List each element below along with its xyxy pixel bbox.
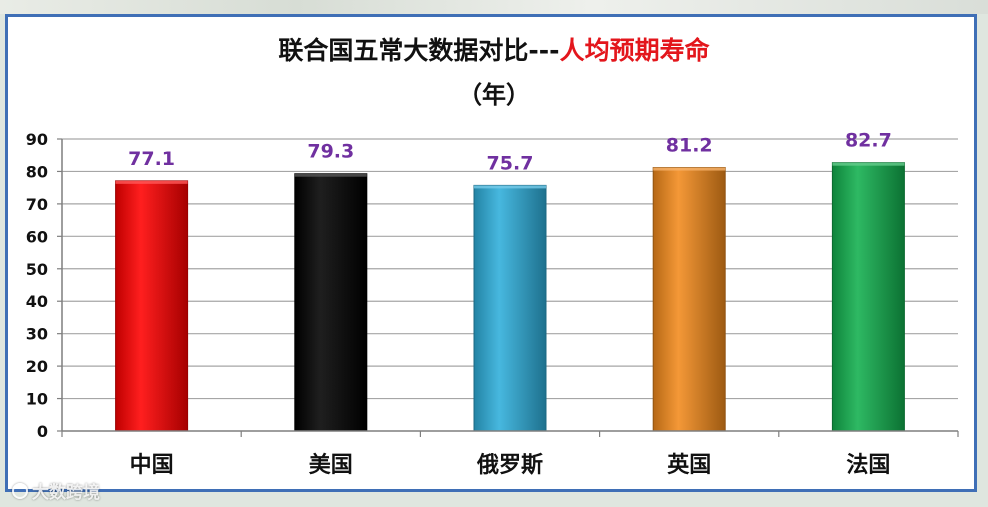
bar-0	[115, 180, 189, 432]
watermark-text: 大数跨境	[32, 483, 100, 503]
chart-title: 联合国五常大数据对比---人均预期寿命	[278, 36, 710, 65]
bar-2	[473, 184, 547, 432]
y-axis-ticks: 0 10 20 30 40 50 60 70 80 90	[26, 130, 48, 441]
data-label-2: 75.7	[487, 152, 534, 174]
data-label-3: 81.2	[666, 135, 713, 157]
y-tick-label: 20	[26, 357, 48, 376]
bar-top-highlight	[294, 173, 367, 177]
x-tick-label-2: 俄罗斯	[476, 452, 543, 478]
y-tick-label: 70	[26, 195, 48, 214]
bar-top-highlight	[832, 162, 905, 166]
chart-title-highlight: 人均预期寿命	[560, 36, 711, 65]
bar-top-highlight	[474, 185, 546, 189]
bars	[115, 162, 905, 432]
bar-top-highlight	[653, 167, 726, 171]
y-tick-label: 0	[37, 422, 48, 441]
data-label-4: 82.7	[845, 130, 892, 152]
x-tick-label-4: 法国	[846, 453, 890, 478]
background-strip	[0, 0, 988, 14]
y-tick-label: 90	[26, 130, 48, 149]
weibo-logo-icon	[12, 482, 28, 499]
y-tick-label: 10	[26, 390, 48, 409]
bar-1	[294, 173, 368, 432]
y-tick-label: 30	[26, 325, 48, 344]
bar-top-highlight	[115, 180, 188, 184]
x-tick-label-1: 美国	[309, 452, 353, 478]
bar-3	[652, 167, 726, 432]
data-label-1: 79.3	[307, 141, 354, 163]
axes	[57, 138, 959, 437]
y-tick-label: 50	[26, 260, 48, 279]
data-label-0: 77.1	[128, 148, 175, 170]
chart-unit: （年）	[458, 81, 530, 109]
bar-4	[831, 162, 905, 432]
y-tick-label: 40	[26, 292, 48, 311]
x-axis-ticks: 中国 美国 俄罗斯 英国 法国	[130, 452, 891, 478]
x-tick-label-3: 英国	[667, 453, 711, 478]
chart-title-main: 联合国五常大数据对比---	[278, 36, 559, 65]
watermark: 大数跨境	[12, 478, 100, 503]
y-tick-label: 60	[26, 227, 48, 246]
x-tick-label-0: 中国	[130, 453, 174, 478]
data-labels: 77.1 79.3 75.7 81.2 82.7	[128, 130, 892, 175]
y-tick-label: 80	[26, 162, 48, 181]
